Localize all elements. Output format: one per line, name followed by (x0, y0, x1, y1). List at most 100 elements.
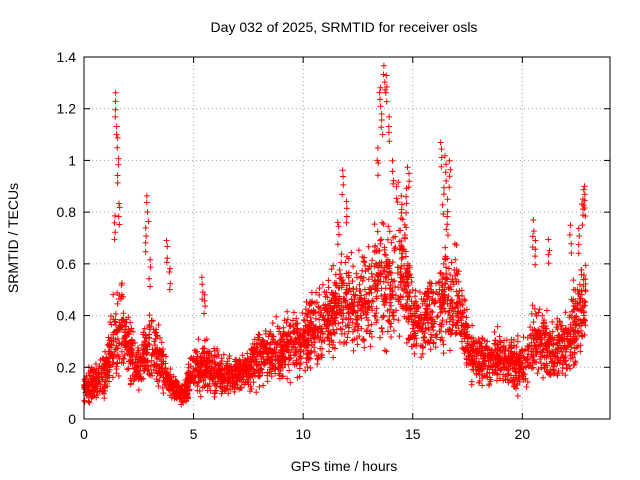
data-point (166, 268, 173, 275)
data-point (382, 273, 389, 280)
data-point (438, 323, 445, 330)
data-point (325, 305, 332, 312)
data-point (305, 350, 312, 357)
data-point (304, 337, 311, 344)
data-point (447, 316, 454, 323)
data-point (492, 337, 499, 344)
data-point (467, 341, 474, 348)
data-point (374, 228, 381, 235)
y-axis-label: SRMTID / TECUs (5, 183, 21, 293)
data-point (127, 360, 134, 367)
data-point (398, 192, 405, 199)
data-point (382, 86, 389, 93)
data-point (529, 302, 536, 309)
data-point (349, 337, 356, 344)
data-point (390, 316, 397, 323)
data-point (523, 383, 530, 390)
data-point (378, 324, 385, 331)
data-point (299, 310, 306, 317)
data-point (255, 372, 262, 379)
data-point (330, 262, 337, 269)
data-point (429, 309, 436, 316)
data-point (539, 332, 546, 339)
data-point (351, 326, 358, 333)
data-point (94, 387, 101, 394)
data-point (383, 98, 390, 105)
data-point (212, 352, 219, 359)
data-point (92, 361, 99, 368)
data-point (572, 303, 579, 310)
data-point (361, 286, 368, 293)
data-point (257, 367, 264, 374)
data-point (344, 322, 351, 329)
data-point (437, 139, 444, 146)
data-point (115, 155, 122, 162)
data-point (369, 297, 376, 304)
data-point (277, 367, 284, 374)
data-point (146, 371, 153, 378)
data-point (357, 305, 364, 312)
data-point (380, 71, 387, 78)
data-point (397, 268, 404, 275)
data-point (324, 294, 331, 301)
data-point (443, 318, 450, 325)
data-point (401, 234, 408, 241)
data-point (245, 373, 252, 380)
data-point (571, 316, 578, 323)
data-point (545, 260, 552, 267)
data-point (166, 286, 173, 293)
data-point (251, 359, 258, 366)
data-point (375, 273, 382, 280)
data-point (582, 281, 589, 288)
data-point (395, 296, 402, 303)
data-point (112, 322, 119, 329)
data-point (265, 356, 272, 363)
data-point (101, 390, 108, 397)
data-point (111, 318, 118, 325)
data-point (431, 318, 438, 325)
data-point (567, 222, 574, 229)
data-point (292, 321, 299, 328)
data-point (160, 351, 167, 358)
data-point (362, 304, 369, 311)
data-point (403, 200, 410, 207)
data-point (207, 373, 214, 380)
data-point (378, 285, 385, 292)
data-point (514, 338, 521, 345)
data-point (567, 365, 574, 372)
data-point (386, 138, 393, 145)
data-point (510, 374, 517, 381)
data-point (126, 351, 133, 358)
data-point (524, 379, 531, 386)
data-point (433, 334, 440, 341)
data-point (505, 367, 512, 374)
data-point (425, 317, 432, 324)
data-point (557, 344, 564, 351)
data-point (217, 384, 224, 391)
data-point (116, 292, 123, 299)
data-point (491, 340, 498, 347)
data-point (499, 349, 506, 356)
x-tick-label: 20 (515, 426, 531, 442)
data-point (440, 350, 447, 357)
data-point (364, 326, 371, 333)
data-point (378, 116, 385, 123)
data-point (193, 380, 200, 387)
data-point (437, 336, 444, 343)
data-point (508, 336, 515, 343)
data-point (372, 282, 379, 289)
data-point (390, 309, 397, 316)
data-point (541, 352, 548, 359)
data-point (453, 242, 460, 249)
data-point (356, 287, 363, 294)
data-point (562, 357, 569, 364)
data-point (358, 325, 365, 332)
data-point (579, 206, 586, 213)
data-point (441, 296, 448, 303)
data-point (202, 303, 209, 310)
data-point (88, 389, 95, 396)
data-point (86, 399, 93, 406)
data-point (436, 328, 443, 335)
data-point (418, 295, 425, 302)
data-point (323, 289, 330, 296)
